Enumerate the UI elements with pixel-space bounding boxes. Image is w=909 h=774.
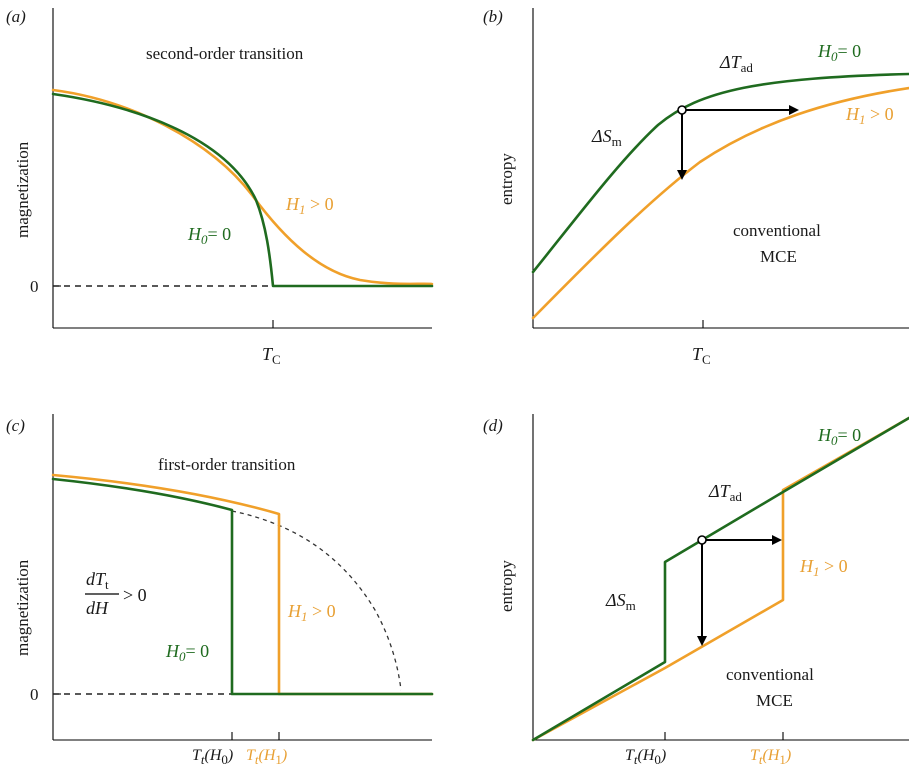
panel-c-zero-tick: 0 <box>30 685 39 704</box>
panel-d-start-point <box>697 535 707 545</box>
panel-c-green-label: H0= 0 <box>165 641 209 664</box>
panel-d-tag: (d) <box>483 416 503 435</box>
panel-d-green-curve <box>531 416 909 742</box>
panel-d-xtick-label-1: Tt(H0) <box>625 747 666 767</box>
panel-c-orange-label: H1 > 0 <box>287 601 336 624</box>
panel-d-ylabel: entropy <box>497 560 516 612</box>
panel-c-green-curve <box>51 477 434 696</box>
panel-d-orange-curve <box>531 416 909 742</box>
panel-a-green-label: H0= 0 <box>187 224 231 247</box>
panel-c-title: first-order transition <box>158 455 296 474</box>
panel-b-start-point <box>677 105 687 115</box>
panel-a-orange-label: H1 > 0 <box>285 194 334 217</box>
panel-b-ylabel: entropy <box>497 153 516 205</box>
panel-c-xtick-label-1: Tt(H0) <box>192 747 233 767</box>
panel-a-xtick-label: TC <box>262 344 281 367</box>
panel-b-dSm-label: ΔSm <box>591 126 622 149</box>
panel-d: (d) entropy H0= 0 ΔTad H1 > 0 ΔSm conven… <box>483 414 909 767</box>
panel-c-orange-curve <box>51 473 434 696</box>
panel-b-note-line1: conventional <box>733 221 821 240</box>
panel-b-dTad-label: ΔTad <box>719 52 753 75</box>
panel-a-zero-tick: 0 <box>30 277 39 296</box>
panel-d-dSm-label: ΔSm <box>605 590 636 613</box>
panel-b-orange-curve <box>531 86 909 320</box>
panel-c-metastable-dashed <box>231 510 402 691</box>
panel-a-ylabel: magnetization <box>13 141 32 238</box>
panel-a: (a) second-order transition magnetizatio… <box>6 7 434 367</box>
panel-a-title: second-order transition <box>146 44 304 63</box>
panel-c: (c) first-order transition magnetization… <box>6 414 434 767</box>
panel-d-xtick-label-2: Tt(H1) <box>750 747 791 767</box>
panel-d-note-line1: conventional <box>726 665 814 684</box>
panel-b-green-label: H0= 0 <box>817 41 861 64</box>
panel-a-orange-curve <box>51 88 434 286</box>
panel-b: (b) entropy TC ΔTad H0= 0 H1 > 0 ΔSm con… <box>483 7 909 367</box>
panel-c-frac-rest: > 0 <box>123 585 147 605</box>
panel-b-note-line2: MCE <box>760 247 797 266</box>
panel-d-dTad-label: ΔTad <box>708 481 742 504</box>
panel-d-green-label: H0= 0 <box>817 425 861 448</box>
panel-b-green-curve <box>531 72 909 274</box>
panel-b-tag: (b) <box>483 7 503 26</box>
panel-c-ylabel: magnetization <box>13 559 32 656</box>
panel-c-frac-denominator: dH <box>86 598 109 618</box>
panel-d-orange-label: H1 > 0 <box>799 556 848 579</box>
panel-b-orange-label: H1 > 0 <box>845 104 894 127</box>
panel-a-tag: (a) <box>6 7 26 26</box>
panel-d-note-line2: MCE <box>756 691 793 710</box>
panel-c-frac-numerator: dTt <box>86 569 109 592</box>
panel-b-xtick-label: TC <box>692 344 711 367</box>
panel-c-xtick-label-2: Tt(H1) <box>246 747 287 767</box>
panel-c-tag: (c) <box>6 416 25 435</box>
panel-a-green-curve <box>51 92 434 288</box>
